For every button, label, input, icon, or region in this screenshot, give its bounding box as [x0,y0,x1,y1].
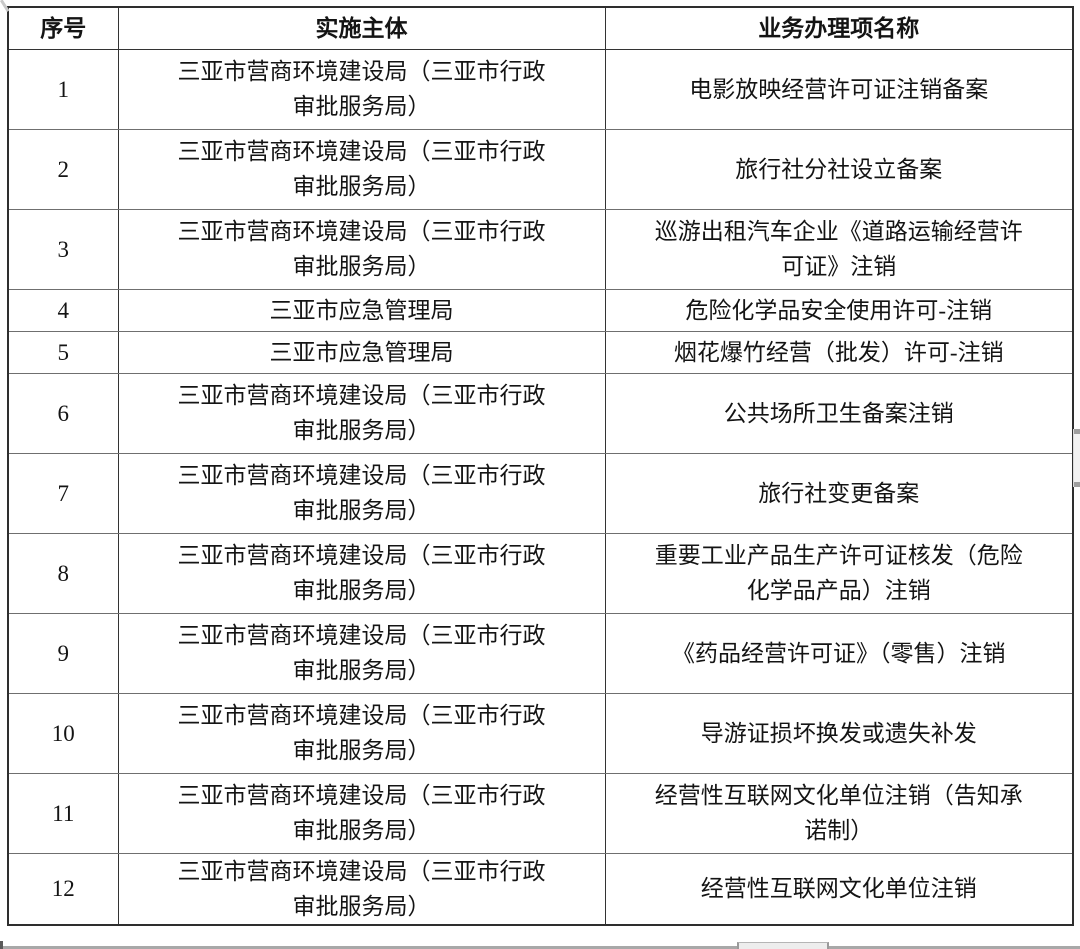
row-number-cell: 10 [7,692,119,774]
scrollbar-tick-top [1074,429,1080,434]
entity-cell: 三亚市应急管理局 [117,288,606,332]
item-cell: 经营性互联网文化单位注销（告知承 诺制） [604,772,1074,854]
entity-cell: 三亚市营商环境建设局（三亚市行政 审批服务局） [117,772,606,854]
scrollbar[interactable] [1073,429,1080,487]
item-cell: 旅行社分社设立备案 [604,128,1074,210]
row-number-cell: 1 [7,48,119,130]
table-row: 11 三亚市营商环境建设局（三亚市行政 审批服务局） 经营性互联网文化单位注销（告知… [7,772,1074,854]
item-cell: 烟花爆竹经营（批发）许可-注销 [604,330,1074,374]
item-cell: 导游证损坏换发或遗失补发 [604,692,1074,774]
item-cell: 《药品经营许可证》（零售）注销 [604,612,1074,694]
business-items-table: 序号 实施主体 业务办理项名称 1 三亚市营商环境建设局（三亚市行政 审批服务局）… [7,6,1074,926]
table-row: 4 三亚市应急管理局 危险化学品安全使用许可-注销 [7,288,1074,332]
table-row: 12 三亚市营商环境建设局（三亚市行政 审批服务局） 经营性互联网文化单位注销 [7,852,1074,925]
table-row: 6 三亚市营商环境建设局（三亚市行政 审批服务局） 公共场所卫生备案注销 [7,372,1074,454]
table-row: 3 三亚市营商环境建设局（三亚市行政 审批服务局） 巡游出租汽车企业《道路运输经营许… [7,208,1074,290]
entity-cell: 三亚市营商环境建设局（三亚市行政 审批服务局） [117,612,606,694]
row-number-cell: 12 [7,852,119,925]
row-number-cell: 5 [7,330,119,374]
table-row: 2 三亚市营商环境建设局（三亚市行政 审批服务局） 旅行社分社设立备案 [7,128,1074,210]
table-row: 1 三亚市营商环境建设局（三亚市行政 审批服务局） 电影放映经营许可证注销备案 [7,48,1074,130]
row-number-cell: 2 [7,128,119,210]
scrollbar-tick-bottom [1074,482,1080,487]
row-number-cell: 4 [7,288,119,332]
header-cell-item: 业务办理项名称 [604,6,1074,50]
item-cell: 电影放映经营许可证注销备案 [604,48,1074,130]
entity-cell: 三亚市营商环境建设局（三亚市行政 审批服务局） [117,48,606,130]
entity-cell: 三亚市应急管理局 [117,330,606,374]
row-number-cell: 6 [7,372,119,454]
header-cell-number: 序号 [7,6,119,50]
row-number-cell: 3 [7,208,119,290]
header-cell-entity: 实施主体 [117,6,606,50]
item-cell: 危险化学品安全使用许可-注销 [604,288,1074,332]
table-row: 9 三亚市营商环境建设局（三亚市行政 审批服务局） 《药品经营许可证》（零售）注销 [7,612,1074,694]
item-cell: 旅行社变更备案 [604,452,1074,534]
item-cell: 重要工业产品生产许可证核发（危险 化学品产品）注销 [604,532,1074,614]
table-row: 8 三亚市营商环境建设局（三亚市行政 审批服务局） 重要工业产品生产许可证核发（危险… [7,532,1074,614]
table-row: 10 三亚市营商环境建设局（三亚市行政 审批服务局） 导游证损坏换发或遗失补发 [7,692,1074,774]
entity-cell: 三亚市营商环境建设局（三亚市行政 审批服务局） [117,128,606,210]
table-header: 序号 实施主体 业务办理项名称 [7,6,1074,50]
entity-cell: 三亚市营商环境建设局（三亚市行政 审批服务局） [117,452,606,534]
next-row-left-tick [0,941,3,949]
table-row: 7 三亚市营商环境建设局（三亚市行政 审批服务局） 旅行社变更备案 [7,452,1074,534]
entity-cell: 三亚市营商环境建设局（三亚市行政 审批服务局） [117,852,606,925]
entity-cell: 三亚市营商环境建设局（三亚市行政 审批服务局） [117,692,606,774]
entity-cell: 三亚市营商环境建设局（三亚市行政 审批服务局） [117,532,606,614]
row-number-cell: 8 [7,532,119,614]
item-cell: 巡游出租汽车企业《道路运输经营许 可证》注销 [604,208,1074,290]
table-row: 5 三亚市应急管理局 烟花爆竹经营（批发）许可-注销 [7,330,1074,374]
table-body: 1 三亚市营商环境建设局（三亚市行政 审批服务局） 电影放映经营许可证注销备案 2 三亚… [7,48,1074,925]
row-number-cell: 7 [7,452,119,534]
entity-cell: 三亚市营商环境建设局（三亚市行政 审批服务局） [117,372,606,454]
next-row-edge-line [0,946,1080,949]
row-number-cell: 11 [7,772,119,854]
entity-cell: 三亚市营商环境建设局（三亚市行政 审批服务局） [117,208,606,290]
header-row: 序号 实施主体 业务办理项名称 [7,6,1074,50]
row-number-cell: 9 [7,612,119,694]
next-row-partial-cell [737,942,829,949]
item-cell: 经营性互联网文化单位注销 [604,852,1074,925]
item-cell: 公共场所卫生备案注销 [604,372,1074,454]
